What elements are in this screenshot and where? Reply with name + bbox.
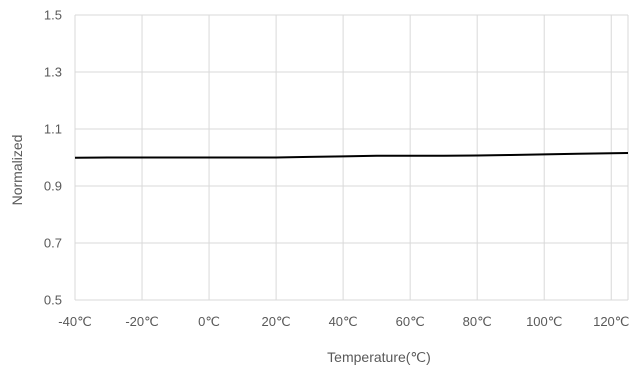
y-tick-label: 1.3 [44, 65, 62, 80]
x-tick-label: 0℃ [198, 314, 220, 329]
y-tick-label: 0.7 [44, 236, 62, 251]
y-tick-label: 1.1 [44, 122, 62, 137]
y-tick-label: 1.5 [44, 8, 62, 23]
y-tick-label: 0.5 [44, 293, 62, 308]
x-tick-label: 80℃ [463, 314, 492, 329]
x-tick-label: 60℃ [396, 314, 425, 329]
x-tick-label: 40℃ [329, 314, 358, 329]
x-tick-label: 100℃ [526, 314, 562, 329]
x-axis-title: Temperature(℃) [327, 349, 431, 365]
x-tick-label: -40℃ [58, 314, 91, 329]
x-tick-label: -20℃ [125, 314, 158, 329]
x-tick-label: 120℃ [593, 314, 629, 329]
series [74, 151, 629, 159]
grid [74, 14, 629, 301]
y-axis-ticks: 0.5 0.7 0.9 1.1 1.3 1.5 [44, 8, 62, 308]
x-axis-ticks: -40℃ -20℃ 0℃ 20℃ 40℃ 60℃ 80℃ 100℃ 120℃ [58, 314, 629, 329]
series-line [74, 151, 629, 159]
y-axis-title: Normalized [9, 135, 25, 206]
x-tick-label: 20℃ [262, 314, 291, 329]
y-tick-label: 0.9 [44, 179, 62, 194]
